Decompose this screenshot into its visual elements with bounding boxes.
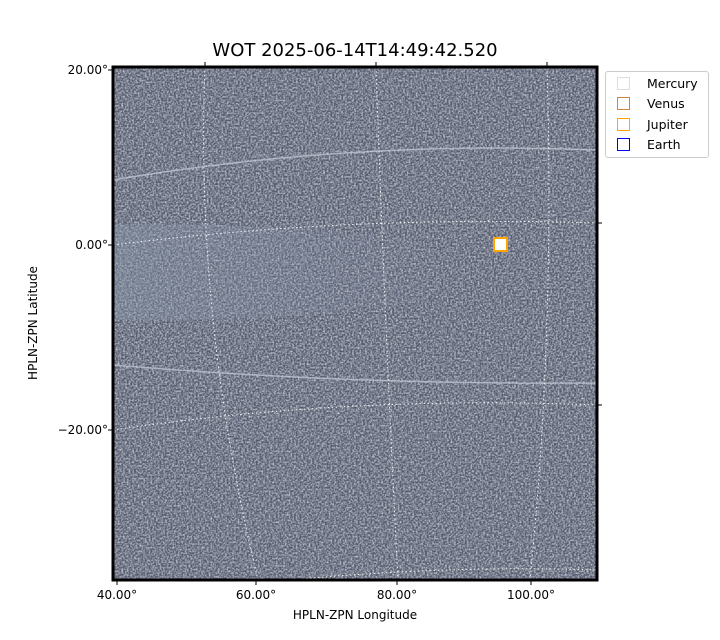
grid-lat-0 — [113, 220, 597, 246]
grid-lat-minus20 — [113, 402, 597, 431]
jupiter-marker — [493, 237, 508, 252]
grid-lon-60 — [203, 67, 259, 580]
legend-label: Earth — [647, 136, 681, 152]
chart-title: WOT 2025-06-14T14:49:42.520 — [212, 40, 498, 61]
y-tick-label: 0.00° — [75, 238, 108, 252]
x-tick-label: 60.00° — [235, 588, 277, 602]
legend: Mercury Venus Jupiter Earth — [605, 71, 709, 158]
legend-item-venus: Venus — [617, 95, 685, 111]
x-axis-label: HPLN-ZPN Longitude — [292, 608, 418, 622]
legend-label: Mercury — [647, 75, 698, 91]
legend-swatch — [617, 137, 630, 151]
legend-item-mercury: Mercury — [617, 75, 698, 91]
grid-lon-100 — [529, 67, 550, 580]
legend-swatch — [617, 96, 630, 110]
legend-label: Venus — [647, 95, 685, 111]
axes-frame — [111, 65, 599, 582]
grid-lat-minus40 — [289, 568, 597, 580]
legend-swatch — [617, 76, 630, 90]
comet-tail-glow — [113, 224, 480, 320]
grid — [113, 67, 597, 580]
streak — [113, 364, 597, 384]
streak — [113, 147, 597, 181]
x-tick-label: 80.00° — [376, 588, 418, 602]
y-tick-label: −20.00° — [57, 423, 108, 437]
y-axis-label: HPLN-ZPN Latitude — [26, 266, 40, 380]
legend-item-earth: Earth — [617, 136, 681, 152]
x-tick-label: 40.00° — [96, 588, 138, 602]
legend-swatch — [617, 117, 630, 131]
x-tick-label: 100.00° — [507, 588, 555, 602]
legend-item-jupiter: Jupiter — [617, 116, 688, 132]
legend-label: Jupiter — [647, 116, 688, 132]
image-noise — [113, 67, 597, 580]
y-tick-label: 20.00° — [67, 63, 108, 77]
tick-marks — [108, 62, 602, 585]
grid-lon-80 — [375, 67, 399, 580]
